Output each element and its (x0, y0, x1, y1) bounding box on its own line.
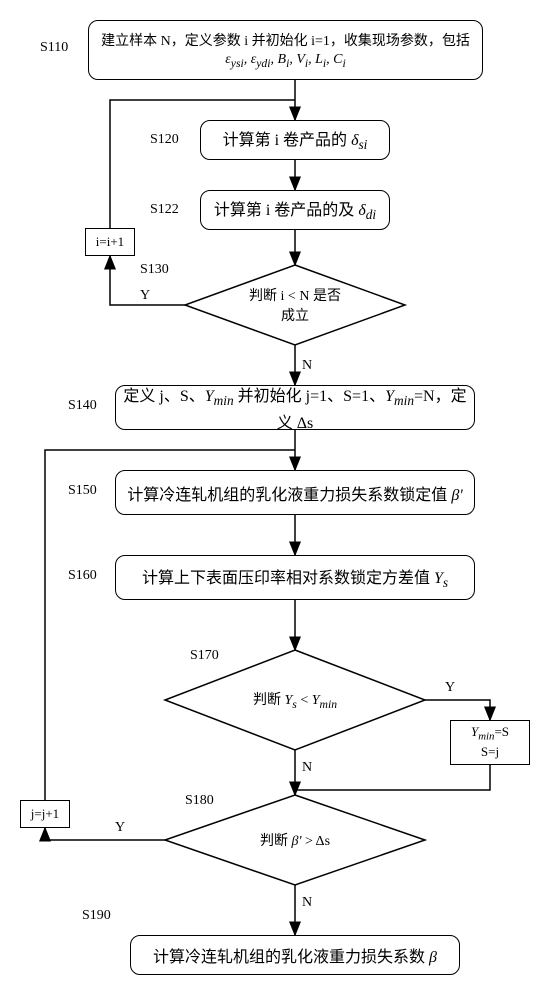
node-s122-text: 计算第 i 卷产品的及 δdi (214, 196, 376, 223)
label-s190: S190 (82, 908, 111, 924)
loop2-box: j=j+1 (20, 800, 70, 828)
label-s110: S110 (40, 40, 68, 56)
update-box: Ymin=S S=j (450, 720, 530, 765)
label-s140: S140 (68, 398, 97, 414)
s130-n: N (302, 358, 312, 374)
label-s180: S180 (185, 793, 214, 809)
node-s110: 建立样本 N，定义参数 i 并初始化 i=1，收集现场参数，包括 εysi, ε… (88, 20, 483, 80)
s130-y: Y (140, 288, 150, 304)
label-s120: S120 (150, 132, 179, 148)
node-s190: 计算冷连轧机组的乳化液重力损失系数 β (130, 935, 460, 975)
s170-y: Y (445, 680, 455, 696)
node-s180-text: 判断 β' > Δs (165, 830, 425, 850)
node-s120-text: 计算第 i 卷产品的 δsi (223, 126, 368, 153)
node-s110-line2: εysi, εydi, Bi, Vi, Li, Ci (225, 52, 346, 70)
node-s160-text: 计算上下表面压印率相对系数锁定方差值 Ys (142, 564, 448, 591)
node-s130-text: 判断 i < N 是否 成立 (185, 285, 405, 325)
node-s140: 定义 j、S、Ymin 并初始化 j=1、S=1、Ymin=N，定义 Δs (115, 385, 475, 430)
loop1-box: i=i+1 (85, 228, 135, 256)
label-s122: S122 (150, 202, 179, 218)
node-s140-text: 定义 j、S、Ymin 并初始化 j=1、S=1、Ymin=N，定义 Δs (122, 382, 468, 433)
node-s150: 计算冷连轧机组的乳化液重力损失系数锁定值 β' (115, 470, 475, 515)
node-s170-text: 判断 Ys < Ymin (165, 689, 425, 711)
node-s160: 计算上下表面压印率相对系数锁定方差值 Ys (115, 555, 475, 600)
node-s150-text: 计算冷连轧机组的乳化液重力损失系数锁定值 β' (127, 481, 462, 505)
label-s130: S130 (140, 262, 169, 278)
node-s170: 判断 Ys < Ymin (165, 650, 425, 750)
label-s150: S150 (68, 483, 97, 499)
node-s190-text: 计算冷连轧机组的乳化液重力损失系数 β (153, 943, 437, 967)
s180-y: Y (115, 820, 125, 836)
update-l2: S=j (481, 744, 499, 761)
node-s120: 计算第 i 卷产品的 δsi (200, 120, 390, 160)
node-s130: 判断 i < N 是否 成立 (185, 265, 405, 345)
update-l1: Ymin=S (471, 724, 509, 744)
node-s110-line1: 建立样本 N，定义参数 i 并初始化 i=1，收集现场参数，包括 (101, 30, 470, 50)
label-s170: S170 (190, 648, 219, 664)
s180-n: N (302, 895, 312, 911)
label-s160: S160 (68, 568, 97, 584)
node-s122: 计算第 i 卷产品的及 δdi (200, 190, 390, 230)
s170-n: N (302, 760, 312, 776)
